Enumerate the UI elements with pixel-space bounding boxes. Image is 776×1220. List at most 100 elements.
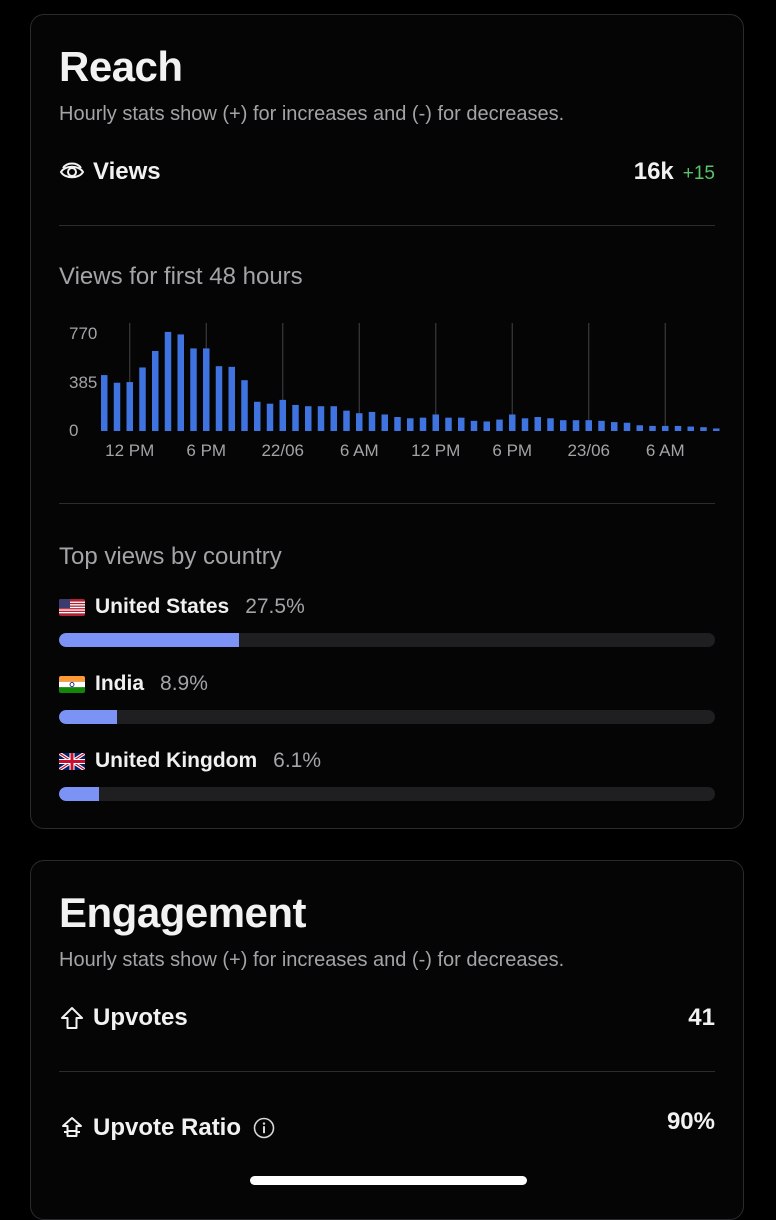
chart-bar[interactable] <box>190 348 197 431</box>
reach-subtitle: Hourly stats show (+) for increases and … <box>59 103 565 125</box>
chart-bar[interactable] <box>419 417 427 431</box>
chart-bar[interactable] <box>662 425 669 431</box>
engagement-subtitle: Hourly stats show (+) for increases and … <box>59 949 565 971</box>
chart-bar[interactable] <box>394 417 401 431</box>
country-row-india: India 8.9% <box>59 670 715 730</box>
y-tick-label: 770 <box>69 324 97 343</box>
home-indicator[interactable] <box>250 1176 527 1185</box>
y-tick-label: 0 <box>69 421 78 440</box>
progress-track <box>59 710 715 724</box>
country-percent: 27.5% <box>245 595 305 618</box>
x-tick-label: 6 PM <box>186 441 226 460</box>
chart-bar[interactable] <box>649 425 656 431</box>
chart-bar[interactable] <box>458 417 465 431</box>
chart-bar[interactable] <box>305 406 312 431</box>
chart-bar[interactable] <box>381 414 389 431</box>
country-percent: 6.1% <box>273 749 322 772</box>
chart-bar[interactable] <box>496 419 503 431</box>
engagement-card: Engagement Hourly stats show (+) for inc… <box>30 860 744 1220</box>
x-tick-label: 6 AM <box>646 441 685 460</box>
chart-bar[interactable] <box>560 420 567 431</box>
views-bar-chart: 12 PM 6 PM 22/06 6 AM 12 PM 6 PM 23/06 6 AM 770 3… <box>69 323 720 460</box>
progress-fill <box>59 710 118 724</box>
chart-bar[interactable] <box>139 367 146 431</box>
x-tick-label: 22/06 <box>261 441 304 460</box>
chart-bar[interactable] <box>126 382 134 431</box>
chart-bar[interactable] <box>177 334 185 431</box>
x-tick-label: 12 PM <box>411 441 460 460</box>
chart-bar[interactable] <box>343 410 350 431</box>
chart-bar[interactable] <box>164 331 172 431</box>
chart-bar[interactable] <box>534 417 542 431</box>
double-arrow-up-icon <box>59 1115 85 1141</box>
country-row-united-kingdom: United Kingdom 6.1% <box>59 747 715 807</box>
upvotes-row[interactable]: Upvotes 41 <box>59 1001 715 1035</box>
eye-icon <box>59 159 85 185</box>
reach-card: Reach Hourly stats show (+) for increase… <box>30 14 744 829</box>
progress-fill <box>59 633 240 647</box>
x-tick-label: 6 PM <box>492 441 532 460</box>
flag-gb-icon <box>59 752 85 770</box>
chart-bar[interactable] <box>687 426 695 431</box>
chart-bar[interactable] <box>674 425 682 431</box>
chart-bar[interactable] <box>254 401 261 431</box>
chart-bar[interactable] <box>113 382 121 431</box>
chart-bar[interactable] <box>636 425 644 431</box>
chart-bar[interactable] <box>228 366 236 431</box>
chart-bar[interactable] <box>585 420 593 431</box>
reach-title: Reach <box>59 43 183 90</box>
country-name: United States <box>95 595 230 618</box>
chart-bar[interactable] <box>330 406 338 431</box>
chart-bar[interactable] <box>483 421 491 431</box>
chart-bar[interactable] <box>509 414 516 431</box>
upvotes-label: Upvotes <box>93 1004 188 1031</box>
chart-bar[interactable] <box>266 403 274 431</box>
chart-bar[interactable] <box>203 348 210 431</box>
chart-bar[interactable] <box>470 420 478 431</box>
info-icon[interactable] <box>253 1117 275 1139</box>
views-value: 16k <box>633 158 674 185</box>
chart-bar[interactable] <box>368 411 376 431</box>
chart-bar[interactable] <box>292 404 299 431</box>
views-label: Views <box>93 158 161 185</box>
views-row[interactable]: Views 16k +15 <box>59 155 715 189</box>
chart-bar[interactable] <box>432 414 440 431</box>
chart-bar[interactable] <box>317 406 325 431</box>
x-tick-label: 6 AM <box>340 441 379 460</box>
arrow-up-outline-icon <box>59 1005 85 1031</box>
chart-bar[interactable] <box>521 418 529 431</box>
chart-bar[interactable] <box>279 399 287 431</box>
progress-track <box>59 787 715 801</box>
chart-bar[interactable] <box>598 420 605 431</box>
flag-in-icon <box>59 675 85 693</box>
chart-bar[interactable] <box>611 422 618 431</box>
chart-bar[interactable] <box>215 366 223 431</box>
chart-bar[interactable] <box>445 417 452 431</box>
progress-track <box>59 633 715 647</box>
chart-bar[interactable] <box>547 418 554 431</box>
upvote-ratio-label: Upvote Ratio <box>93 1114 242 1141</box>
y-tick-label: 385 <box>69 373 97 392</box>
country-percent: 8.9% <box>160 672 208 695</box>
divider <box>59 1071 715 1072</box>
chart-bar[interactable] <box>623 422 631 431</box>
chart-bar[interactable] <box>713 428 720 431</box>
views-delta: +15 <box>682 163 715 184</box>
flag-us-icon <box>59 598 85 616</box>
chart-bar[interactable] <box>572 420 580 431</box>
chart-bar[interactable] <box>152 350 159 431</box>
chart-bar[interactable] <box>241 380 248 431</box>
chart-bar[interactable] <box>700 427 707 431</box>
countries-title: Top views by country <box>59 543 282 570</box>
x-tick-label: 12 PM <box>105 441 154 460</box>
chart-bar[interactable] <box>101 375 108 431</box>
country-row-united-states: United States 27.5% <box>59 593 715 653</box>
upvotes-value: 41 <box>688 1004 715 1031</box>
chart-bar[interactable] <box>356 413 363 431</box>
country-name: United Kingdom <box>95 749 258 772</box>
upvote-ratio-row[interactable]: Upvote Ratio 90% <box>59 1108 715 1145</box>
divider <box>59 503 715 504</box>
chart-bar[interactable] <box>407 418 414 431</box>
progress-fill <box>59 787 100 801</box>
engagement-title: Engagement <box>59 889 307 936</box>
